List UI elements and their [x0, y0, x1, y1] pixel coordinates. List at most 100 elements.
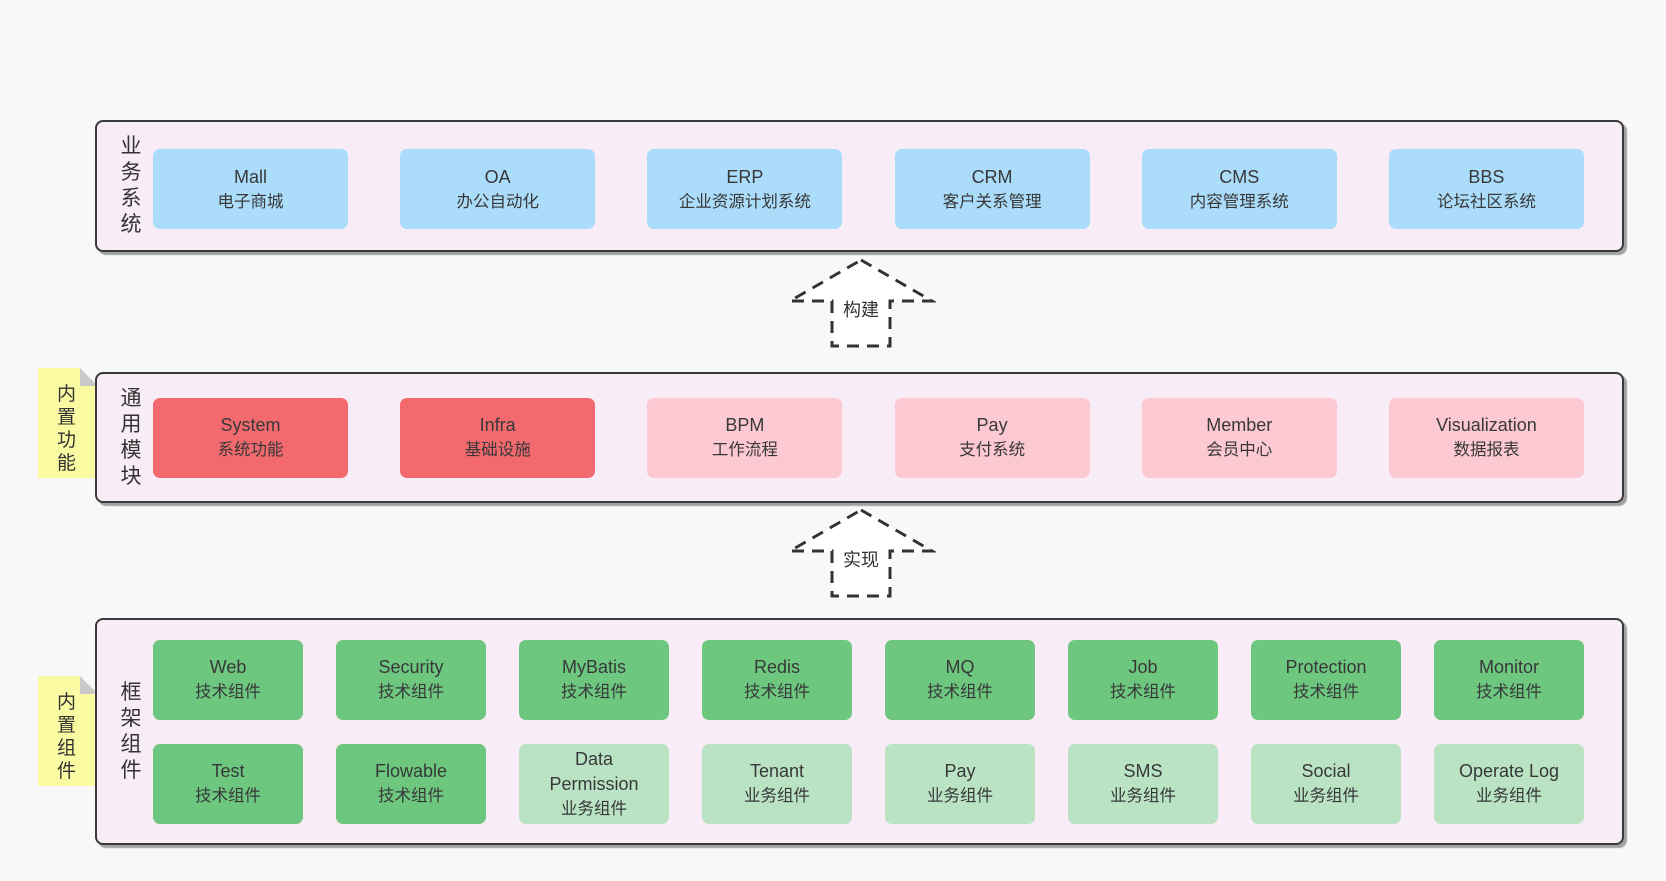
box-title: Protection	[1285, 657, 1367, 677]
box-data-permission: Data Permission 业务组件	[519, 743, 669, 824]
box-subtitle: 客户关系管理	[942, 192, 1042, 211]
box-web: Web 技术组件	[153, 639, 303, 720]
box-subtitle: 数据报表	[1453, 441, 1520, 459]
box-security: Security 技术组件	[336, 639, 486, 720]
box-subtitle: 技术组件	[1476, 683, 1542, 701]
box-infra: Infra 基础设施	[400, 397, 596, 478]
box-subtitle: 工作流程	[711, 441, 778, 459]
layer-label: 业务系统	[109, 122, 153, 250]
box-title: Data Permission	[549, 748, 639, 794]
box-crm: CRM 客户关系管理	[894, 149, 1090, 229]
box-bpm: BPM 工作流程	[647, 397, 843, 478]
box-subtitle: 技术组件	[927, 683, 993, 701]
box-title: CRM	[971, 166, 1013, 187]
box-monitor: Monitor 技术组件	[1434, 639, 1584, 720]
box-flowable: Flowable 技术组件	[336, 743, 486, 824]
box-title: Operate Log	[1458, 761, 1560, 781]
box-job: Job 技术组件	[1068, 639, 1218, 720]
arrow-shape	[786, 508, 936, 598]
layer-label-text: 业务系统	[120, 135, 142, 236]
box-subtitle: 技术组件	[744, 683, 810, 701]
box-sms: SMS 业务组件	[1068, 743, 1218, 824]
box-title: BPM	[725, 415, 765, 435]
box-subtitle: 内容管理系统	[1189, 192, 1289, 211]
box-subtitle: 基础设施	[464, 441, 531, 459]
box-subtitle: 电子商城	[217, 192, 284, 211]
box-title: MQ	[945, 657, 975, 677]
box-title: Flowable	[374, 761, 448, 781]
box-title: Social	[1301, 761, 1351, 781]
box-subtitle: 技术组件	[195, 683, 261, 701]
layer-label: 框架组件	[109, 620, 153, 843]
box-subtitle: 业务组件	[927, 787, 993, 805]
box-cms: CMS 内容管理系统	[1141, 149, 1337, 229]
box-title: OA	[484, 166, 511, 187]
note-text: 内置功能	[56, 384, 76, 474]
box-subtitle: 论坛社区系统	[1436, 192, 1536, 211]
box-subtitle: 技术组件	[378, 683, 444, 701]
box-title: CMS	[1219, 166, 1260, 187]
box-subtitle: 技术组件	[1293, 683, 1359, 701]
box-bbs: BBS 论坛社区系统	[1388, 149, 1584, 229]
layer-framework-components: 框架组件 Web 技术组件 Security 技术组件 MyBatis 技术组件…	[95, 618, 1624, 845]
box-subtitle: 业务组件	[1293, 787, 1359, 805]
arrow-label: 实现	[843, 550, 879, 570]
box-title: Monitor	[1478, 657, 1540, 677]
box-subtitle: 业务组件	[1110, 787, 1176, 805]
dashed-up-arrow-build: 构建	[786, 258, 936, 348]
box-title: Redis	[753, 657, 801, 677]
box-subtitle: 业务组件	[561, 799, 627, 818]
box-subtitle: 技术组件	[378, 787, 444, 805]
box-erp: ERP 企业资源计划系统	[647, 149, 843, 229]
box-subtitle: 技术组件	[561, 683, 627, 701]
box-pay-system: Pay 支付系统	[894, 397, 1090, 478]
arrow-shape	[786, 258, 936, 348]
layer-label-text: 通用模块	[120, 386, 142, 488]
box-subtitle: 会员中心	[1206, 441, 1273, 459]
box-title: Test	[211, 761, 245, 781]
layer-label-text: 框架组件	[120, 680, 142, 782]
box-operate-log: Operate Log 业务组件	[1434, 743, 1584, 824]
box-member: Member 会员中心	[1141, 397, 1337, 478]
box-subtitle: 企业资源计划系统	[678, 192, 811, 211]
box-subtitle: 业务组件	[1476, 787, 1542, 805]
box-title: Security	[378, 657, 444, 677]
box-title: BBS	[1468, 166, 1505, 187]
box-subtitle: 业务组件	[744, 787, 810, 805]
box-title: System	[220, 415, 281, 435]
arrow-label: 构建	[843, 300, 879, 320]
box-title: Tenant	[749, 761, 805, 781]
box-title: MyBatis	[561, 657, 626, 677]
sticky-note-built-in-features: 内置功能	[38, 368, 98, 478]
box-oa: OA 办公自动化	[400, 149, 596, 229]
box-title: ERP	[726, 166, 764, 187]
box-subtitle: 办公自动化	[456, 192, 539, 211]
layer-business-systems: 业务系统 Mall 电子商城 OA 办公自动化 ERP 企业资源计划系统 CRM	[95, 120, 1624, 252]
layer-common-modules: 通用模块 System 系统功能 Infra 基础设施 BPM 工作流程 Pay	[95, 372, 1624, 503]
box-title: Visualization	[1436, 415, 1537, 435]
dashed-up-arrow-implement: 实现	[786, 508, 936, 598]
box-subtitle: 系统功能	[217, 441, 284, 459]
box-title: Mall	[233, 166, 267, 187]
box-protection: Protection 技术组件	[1251, 639, 1401, 720]
box-subtitle: 技术组件	[1110, 683, 1176, 701]
box-social: Social 业务组件	[1251, 743, 1401, 824]
sticky-note-built-in-components: 内置组件	[38, 676, 98, 786]
box-title: Member	[1206, 415, 1273, 435]
box-redis: Redis 技术组件	[702, 639, 852, 720]
box-title: Infra	[479, 415, 516, 435]
box-title: Pay	[976, 415, 1008, 435]
box-pay-component: Pay 业务组件	[885, 743, 1035, 824]
box-subtitle: 支付系统	[959, 441, 1026, 459]
box-title: Job	[1128, 657, 1158, 677]
box-title: Web	[209, 657, 247, 677]
box-subtitle: 技术组件	[195, 787, 261, 805]
note-text: 内置组件	[56, 692, 76, 782]
box-mybatis: MyBatis 技术组件	[519, 639, 669, 720]
box-tenant: Tenant 业务组件	[702, 743, 852, 824]
box-mall: Mall 电子商城	[153, 149, 348, 229]
box-title: SMS	[1123, 761, 1163, 781]
box-mq: MQ 技术组件	[885, 639, 1035, 720]
box-system: System 系统功能	[153, 397, 348, 478]
